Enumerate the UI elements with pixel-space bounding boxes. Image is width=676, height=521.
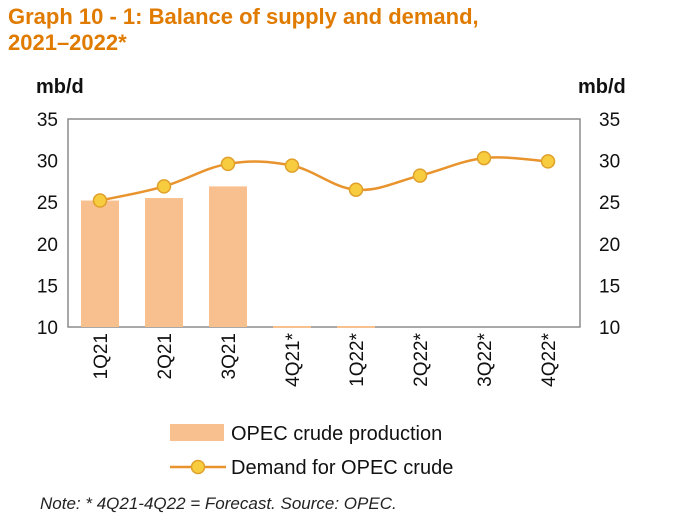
y-tick-label-right: 30 [599, 152, 620, 173]
x-tick-label: 3Q21 [219, 333, 240, 379]
y-tick-label-right: 20 [599, 235, 620, 256]
x-tick-label: 3Q22* [475, 332, 496, 386]
bar-opec-production [81, 200, 119, 327]
y-axis-right-label: mb/d [578, 76, 626, 98]
y-tick-label-left: 10 [37, 318, 58, 339]
legend-marker-demand [190, 459, 206, 475]
chart-title-line-2: 2021–2022* [8, 30, 127, 55]
bar-opec-production [209, 186, 247, 327]
y-tick-label-right: 10 [599, 318, 620, 339]
y-axis-left-label: mb/d [36, 76, 84, 98]
y-tick-label-left: 35 [37, 110, 58, 131]
y-tick-label-left: 20 [37, 235, 58, 256]
legend-label-opec-production: OPEC crude production [231, 423, 442, 445]
x-tick-label: 1Q21 [91, 333, 112, 379]
legend-swatch-opec-production [170, 424, 224, 441]
chart-note: Note: * 4Q21-4Q22 = Forecast. Source: OP… [40, 494, 397, 513]
bar-opec-production [145, 198, 183, 327]
point-demand-opec-crude [156, 179, 172, 194]
plot-frame [67, 118, 581, 328]
chart-title-line-1: Graph 10 - 1: Balance of supply and dema… [8, 4, 479, 29]
legend-label-demand: Demand for OPEC crude [231, 457, 453, 479]
point-demand-opec-crude [92, 193, 108, 208]
point-demand-opec-crude [220, 156, 236, 172]
point-demand-opec-crude [540, 154, 556, 169]
point-demand-opec-crude [348, 182, 364, 197]
chart-title: Graph 10 - 1: Balance of supply and dema… [8, 4, 648, 56]
point-demand-opec-crude [284, 158, 300, 173]
y-tick-label-right: 15 [599, 276, 620, 297]
x-tick-label: 2Q22* [411, 332, 432, 386]
point-demand-opec-crude [476, 150, 492, 166]
chart-area: mb/d mb/d 10 10 15 15 20 20 25 25 30 30 35 35 1Q21 2Q21… [36, 76, 626, 479]
x-tick-label: 2Q21 [155, 333, 176, 379]
x-tick-label: 4Q21* [283, 332, 304, 386]
y-tick-label-right: 35 [599, 110, 620, 131]
point-demand-opec-crude [412, 168, 428, 183]
y-tick-label-right: 25 [599, 193, 620, 214]
x-tick-label: 1Q22* [347, 332, 368, 386]
y-tick-label-left: 25 [37, 193, 58, 214]
y-tick-label-left: 15 [37, 276, 58, 297]
y-tick-label-left: 30 [37, 152, 58, 173]
x-tick-label: 4Q22* [539, 332, 560, 386]
